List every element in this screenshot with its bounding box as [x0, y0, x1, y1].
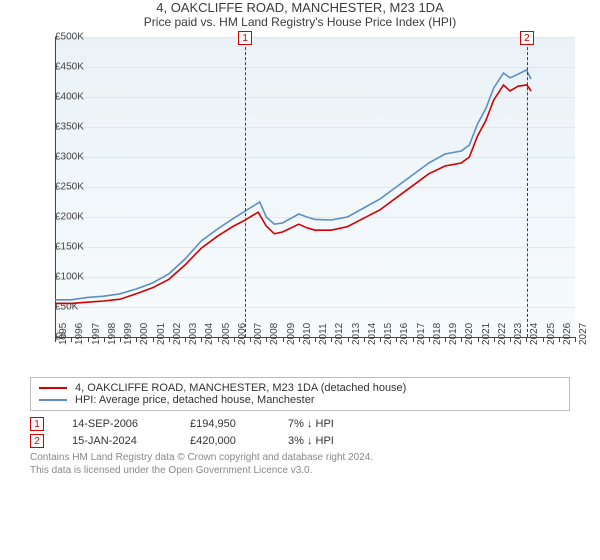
event-date: 15-JAN-2024	[72, 435, 162, 447]
series-hpi	[55, 70, 531, 300]
down-arrow-icon: ↓	[307, 435, 313, 447]
legend: 4, OAKCLIFFE ROAD, MANCHESTER, M23 1DA (…	[30, 377, 570, 411]
chart-title: 4, OAKCLIFFE ROAD, MANCHESTER, M23 1DA	[0, 0, 600, 15]
series-svg	[5, 29, 595, 377]
event-price: £420,000	[190, 435, 260, 447]
event-row: 2 15-JAN-2024 £420,000 3% ↓ HPI	[30, 434, 570, 448]
event-marker-small: 2	[30, 434, 44, 448]
attribution: Contains HM Land Registry data © Crown c…	[30, 451, 570, 477]
chart-subtitle: Price paid vs. HM Land Registry's House …	[0, 15, 600, 29]
chart-plot-area: £0£50K£100K£150K£200K£250K£300K£350K£400…	[5, 29, 595, 377]
event-row: 1 14-SEP-2006 £194,950 7% ↓ HPI	[30, 417, 570, 431]
attribution-line: This data is licensed under the Open Gov…	[30, 464, 570, 477]
event-pct: 7% ↓ HPI	[288, 418, 334, 430]
down-arrow-icon: ↓	[307, 418, 313, 430]
series-paid	[55, 85, 531, 303]
chart-container: 4, OAKCLIFFE ROAD, MANCHESTER, M23 1DA P…	[0, 0, 600, 477]
legend-item: HPI: Average price, detached house, Manc…	[39, 394, 561, 406]
event-line	[245, 37, 246, 337]
event-marker: 2	[520, 31, 534, 45]
legend-label: HPI: Average price, detached house, Manc…	[75, 394, 315, 406]
event-line	[527, 37, 528, 337]
event-pct: 3% ↓ HPI	[288, 435, 334, 447]
event-price: £194,950	[190, 418, 260, 430]
attribution-line: Contains HM Land Registry data © Crown c…	[30, 451, 570, 464]
legend-swatch	[39, 387, 67, 389]
event-table: 1 14-SEP-2006 £194,950 7% ↓ HPI 2 15-JAN-2024…	[30, 417, 570, 448]
event-marker: 1	[238, 31, 252, 45]
event-date: 14-SEP-2006	[72, 418, 162, 430]
event-marker-small: 1	[30, 417, 44, 431]
legend-item: 4, OAKCLIFFE ROAD, MANCHESTER, M23 1DA (…	[39, 382, 561, 394]
legend-label: 4, OAKCLIFFE ROAD, MANCHESTER, M23 1DA (…	[75, 382, 406, 394]
legend-swatch	[39, 399, 67, 401]
